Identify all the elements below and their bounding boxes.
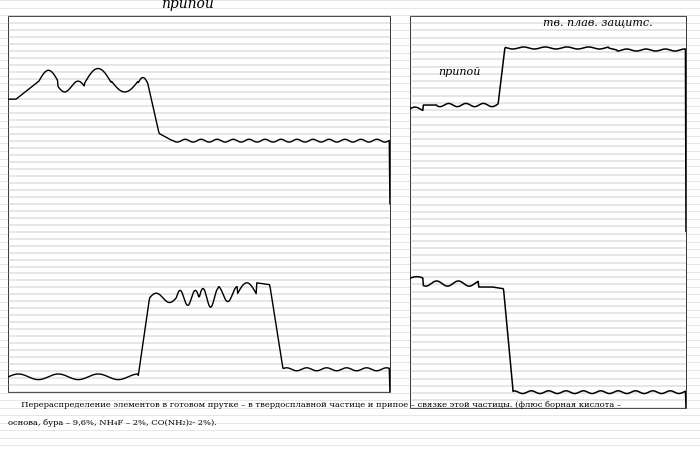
Bar [410,16,686,408]
Text: Перераспределение элементов в готовом прутке – в твердосплавной частице и припое: Перераспределение элементов в готовом пр… [8,401,622,409]
Text: основа, бура – 9,6%, NH₄F – 2%, CO(NH₂)₂- 2%).: основа, бура – 9,6%, NH₄F – 2%, CO(NH₂)₂… [8,419,217,427]
Text: тв. плав. защитс.: тв. плав. защитс. [542,18,652,28]
Bar [8,16,390,392]
Text: припой: припой [438,67,480,77]
Text: припой: припой [161,0,214,11]
